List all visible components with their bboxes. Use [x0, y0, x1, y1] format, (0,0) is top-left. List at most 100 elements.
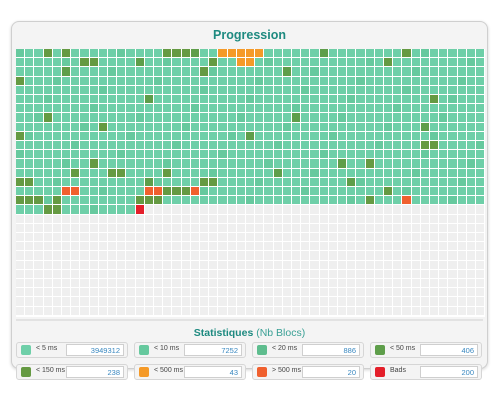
- block-cell: [154, 104, 163, 113]
- block-cell: [126, 95, 135, 104]
- block-cell: [135, 159, 144, 168]
- block-cell: [80, 122, 89, 131]
- block-cell: [98, 223, 107, 232]
- block-cell: [439, 205, 448, 214]
- block-cell: [393, 104, 402, 113]
- stat-label: < 500 ms: [154, 367, 183, 374]
- block-cell: [25, 58, 34, 67]
- block-cell: [448, 187, 457, 196]
- progress-grid-area: [16, 49, 485, 317]
- block-cell: [209, 297, 218, 306]
- block-cell: [430, 113, 439, 122]
- block-cell: [264, 233, 273, 242]
- block-cell: [356, 269, 365, 278]
- block-cell: [80, 141, 89, 150]
- block-cell: [80, 196, 89, 205]
- block-cell: [190, 168, 199, 177]
- block-cell: [172, 306, 181, 315]
- block-cell: [365, 297, 374, 306]
- block-cell: [200, 279, 209, 288]
- block-cell: [292, 141, 301, 150]
- block-cell: [356, 122, 365, 131]
- block-cell: [71, 49, 80, 58]
- block-cell: [319, 306, 328, 315]
- block-cell: [402, 141, 411, 150]
- block-cell: [328, 233, 337, 242]
- block-cell: [98, 205, 107, 214]
- block-cell: [411, 196, 420, 205]
- block-cell: [292, 104, 301, 113]
- block-cell: [430, 196, 439, 205]
- block-cell: [126, 122, 135, 131]
- block-cell: [310, 141, 319, 150]
- block-cell: [439, 251, 448, 260]
- block-cell: [89, 306, 98, 315]
- block-cell: [273, 58, 282, 67]
- block-cell: [209, 288, 218, 297]
- block-cell: [98, 95, 107, 104]
- block-cell: [411, 67, 420, 76]
- block-cell: [420, 113, 429, 122]
- block-cell: [402, 122, 411, 131]
- block-cell: [457, 288, 466, 297]
- block-cell: [181, 260, 190, 269]
- block-cell: [135, 187, 144, 196]
- block-cell: [347, 187, 356, 196]
- block-cell: [448, 177, 457, 186]
- block-cell: [200, 223, 209, 232]
- block-cell: [246, 242, 255, 251]
- block-cell: [356, 233, 365, 242]
- block-cell: [393, 288, 402, 297]
- block-cell: [43, 297, 52, 306]
- block-cell: [365, 85, 374, 94]
- block-cell: [117, 279, 126, 288]
- block-cell: [356, 58, 365, 67]
- block-cell: [108, 260, 117, 269]
- block-cell: [374, 233, 383, 242]
- block-cell: [218, 233, 227, 242]
- block-cell: [181, 49, 190, 58]
- block-cell: [384, 95, 393, 104]
- block-cell: [457, 95, 466, 104]
- block-cell: [439, 76, 448, 85]
- block-cell: [255, 288, 264, 297]
- block-cell: [273, 177, 282, 186]
- block-cell: [420, 288, 429, 297]
- block-cell: [218, 306, 227, 315]
- block-cell: [328, 279, 337, 288]
- block-cell: [246, 269, 255, 278]
- block-cell: [420, 251, 429, 260]
- block-cell: [402, 297, 411, 306]
- block-cell: [393, 242, 402, 251]
- block-cell: [172, 223, 181, 232]
- block-cell: [181, 297, 190, 306]
- block-cell: [200, 58, 209, 67]
- block-cell: [135, 205, 144, 214]
- block-cell: [439, 223, 448, 232]
- block-cell: [246, 150, 255, 159]
- block-cell: [227, 150, 236, 159]
- block-cell: [25, 196, 34, 205]
- block-cell: [430, 242, 439, 251]
- block-cell: [393, 141, 402, 150]
- block-cell: [144, 269, 153, 278]
- block-cell: [218, 196, 227, 205]
- block-cell: [476, 168, 485, 177]
- block-cell: [16, 95, 25, 104]
- block-cell: [328, 76, 337, 85]
- block-cell: [420, 141, 429, 150]
- block-cell: [117, 260, 126, 269]
- block-cell: [108, 141, 117, 150]
- block-cell: [62, 269, 71, 278]
- progression-panel: Progression Statistiques (Nb Blocs) < 5 …: [11, 21, 488, 380]
- block-cell: [328, 214, 337, 223]
- block-cell: [448, 288, 457, 297]
- block-cell: [25, 177, 34, 186]
- block-cell: [190, 205, 199, 214]
- block-cell: [273, 233, 282, 242]
- block-cell: [190, 85, 199, 94]
- block-cell: [98, 260, 107, 269]
- block-cell: [117, 288, 126, 297]
- stat-label: < 10 ms: [154, 345, 180, 352]
- block-cell: [384, 159, 393, 168]
